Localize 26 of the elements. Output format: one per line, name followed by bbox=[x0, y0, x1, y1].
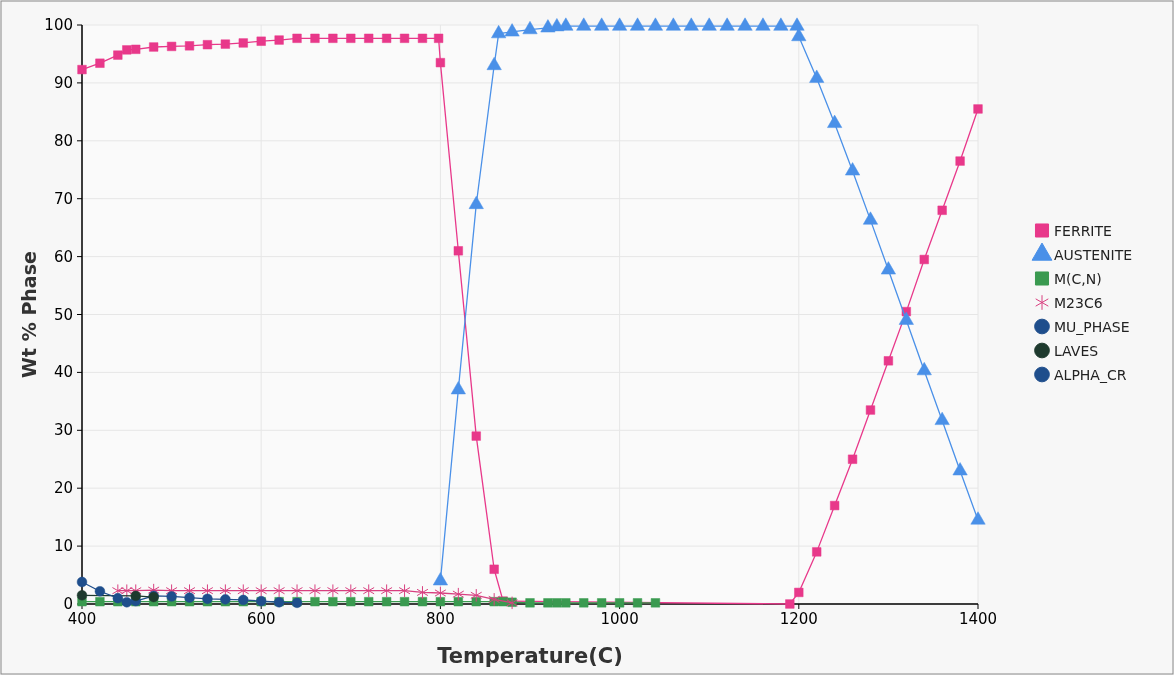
y-tick-label: 40 bbox=[53, 363, 73, 382]
legend-label: M(C,N) bbox=[1054, 270, 1102, 287]
y-tick-label: 70 bbox=[53, 189, 73, 208]
x-tick-label: 400 bbox=[67, 610, 97, 628]
x-tick-label: 1000 bbox=[600, 610, 639, 628]
y-tick-label: 90 bbox=[53, 73, 73, 92]
legend-label: MU_PHASE bbox=[1054, 318, 1130, 335]
legend-label: M23C6 bbox=[1054, 294, 1103, 311]
legend-label: ALPHA_CR bbox=[1054, 366, 1127, 383]
legend-label: FERRITE bbox=[1054, 222, 1112, 239]
x-tick-label: 600 bbox=[246, 610, 276, 628]
x-tick-label: 1200 bbox=[779, 610, 818, 628]
x-tick-label: 1400 bbox=[958, 610, 998, 628]
y-tick-label: 0 bbox=[63, 595, 73, 613]
y-tick-label: 80 bbox=[53, 131, 73, 150]
y-tick-label: 10 bbox=[53, 537, 73, 556]
y-axis-title: Wt % Phase bbox=[18, 251, 40, 378]
legend-label: LAVES bbox=[1054, 342, 1099, 359]
legend-label: AUSTENITE bbox=[1054, 246, 1133, 263]
y-tick-label: 50 bbox=[53, 305, 73, 324]
x-axis-title: Temperature(C) bbox=[437, 644, 623, 668]
y-tick-label: 30 bbox=[53, 421, 73, 440]
y-tick-label: 60 bbox=[53, 247, 73, 266]
y-tick-label: 20 bbox=[53, 479, 73, 498]
y-tick-label: 100 bbox=[44, 16, 73, 34]
x-tick-label: 800 bbox=[426, 610, 455, 628]
